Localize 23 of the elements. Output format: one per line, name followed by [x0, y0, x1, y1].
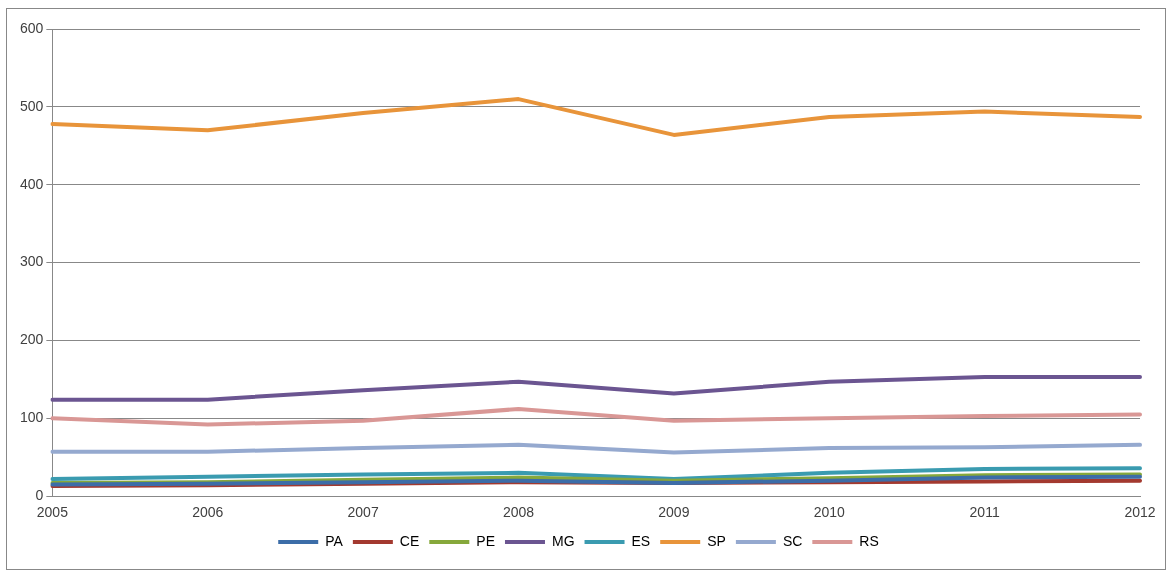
- x-tick-label: 2009: [658, 504, 690, 521]
- y-tick-label: 0: [35, 487, 44, 504]
- legend-label: PA: [325, 532, 344, 549]
- legend-label: SC: [782, 532, 803, 549]
- y-tick-label: 300: [20, 253, 44, 270]
- y-tick-label: 100: [20, 409, 44, 426]
- x-tick-label: 2010: [813, 504, 846, 521]
- x-tick-label: 2006: [192, 504, 224, 521]
- legend-label: MG: [551, 532, 575, 549]
- legend-label: SP: [707, 532, 726, 549]
- x-tick-label: 2007: [347, 504, 379, 521]
- legend-label: ES: [631, 532, 651, 549]
- x-tick-label: 2008: [502, 504, 535, 521]
- x-tick-label: 2005: [36, 504, 69, 521]
- x-tick-label: 2012: [1124, 504, 1156, 521]
- y-tick-label: 400: [20, 175, 44, 192]
- y-tick-label: 600: [20, 19, 44, 36]
- y-tick-label: 200: [20, 331, 44, 348]
- legend-label: RS: [859, 532, 879, 549]
- legend-label: PE: [476, 532, 495, 549]
- legend-label: CE: [399, 532, 420, 549]
- y-tick-label: 500: [20, 97, 44, 114]
- x-tick-label: 2011: [969, 504, 1000, 521]
